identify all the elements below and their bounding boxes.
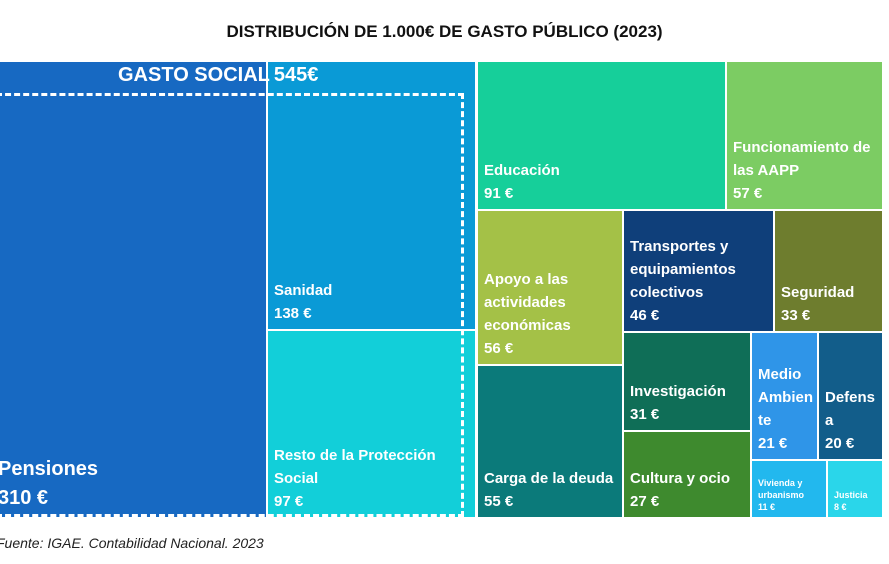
value-label: 33 € xyxy=(781,307,811,324)
category-label: Apoyo a las actividades económicas xyxy=(484,271,571,334)
value-label: 46 € xyxy=(630,307,660,324)
tile: Investigación 31 € xyxy=(624,333,750,430)
tile-label: Justicia 8 € xyxy=(834,489,876,513)
tile: Pensiones 310 € xyxy=(0,62,266,517)
tile-label: Vivienda y urbanismo 11 € xyxy=(758,477,822,513)
category-label: Investigación xyxy=(630,383,726,400)
tile: Carga de la deuda 55 € xyxy=(478,366,622,517)
tile: Seguridad 33 € xyxy=(775,211,882,331)
category-label: Carga de la deuda xyxy=(484,470,614,487)
tile: Vivienda y urbanismo 11 € xyxy=(752,461,826,517)
value-label: 138 € xyxy=(274,305,312,322)
tile: Defensa 20 € xyxy=(819,333,882,459)
category-label: Transportes y equipamientos colectivos xyxy=(630,238,736,301)
tile: Transportes y equipamientos colectivos 46… xyxy=(624,211,773,331)
group-outline xyxy=(0,93,464,517)
tile: Cultura y ocio 27 € xyxy=(624,432,750,517)
tile: Sanidad 138 € xyxy=(268,62,475,329)
tile-label: Funcionamiento de las AAPP 57 € xyxy=(733,136,878,205)
value-label: 27 € xyxy=(630,493,660,510)
tile-label: Pensiones 310 € xyxy=(0,455,262,513)
tile-label: Apoyo a las actividades económicas 56 € xyxy=(484,268,618,360)
value-label: 11 € xyxy=(758,502,776,512)
tile-label: Medio Ambiente 21 € xyxy=(758,363,813,455)
group-name: GASTO SOCIAL xyxy=(118,64,270,86)
tile-label: Cultura y ocio 27 € xyxy=(630,467,746,513)
value-label: 57 € xyxy=(733,185,763,202)
category-label: Justicia xyxy=(834,490,868,500)
category-label: Resto de la Protección Social xyxy=(274,447,436,487)
tile-label: Sanidad 138 € xyxy=(274,279,471,325)
tile-label: Transportes y equipamientos colectivos 46… xyxy=(630,235,769,327)
value-label: 310 € xyxy=(0,487,49,509)
tile: Medio Ambiente 21 € xyxy=(752,333,817,459)
tile: Resto de la Protección Social 97 € xyxy=(268,331,475,517)
tile-label: Investigación 31 € xyxy=(630,380,746,426)
tile-label: Resto de la Protección Social 97 € xyxy=(274,444,471,513)
category-label: Educación xyxy=(484,162,560,179)
category-label: Defensa xyxy=(825,389,876,429)
category-label: Pensiones xyxy=(0,458,99,480)
tile: Apoyo a las actividades económicas 56 € xyxy=(478,211,622,364)
category-label: Sanidad xyxy=(274,282,333,299)
category-label: Seguridad xyxy=(781,284,855,301)
tile: Justicia 8 € xyxy=(828,461,882,517)
value-label: 21 € xyxy=(758,435,788,452)
category-label: Funcionamiento de las AAPP xyxy=(733,139,871,179)
value-label: 31 € xyxy=(630,406,660,423)
value-label: 91 € xyxy=(484,185,514,202)
tile-label: Educación 91 € xyxy=(484,159,721,205)
value-label: 20 € xyxy=(825,435,855,452)
category-label: Vivienda y urbanismo xyxy=(758,478,805,500)
tile-label: Defensa 20 € xyxy=(825,386,878,455)
chart-title: DISTRIBUCIÓN DE 1.000€ DE GASTO PÚBLICO … xyxy=(226,22,663,41)
value-label: 55 € xyxy=(484,493,514,510)
tile: Educación 91 € xyxy=(478,62,725,209)
tile-label: Carga de la deuda 55 € xyxy=(484,467,618,513)
tile-label: Seguridad 33 € xyxy=(781,281,878,327)
category-label: Cultura y ocio xyxy=(630,470,731,487)
value-label: 8 € xyxy=(834,502,847,512)
tile: Funcionamiento de las AAPP 57 € xyxy=(727,62,882,209)
group-value: 545€ xyxy=(273,64,319,86)
group-label: GASTO SOCIAL 545€ xyxy=(118,64,318,87)
source: Fuente: IGAE. Contabilidad Nacional. 202… xyxy=(0,535,264,551)
category-label: Medio Ambiente xyxy=(758,366,814,429)
value-label: 97 € xyxy=(274,493,304,510)
value-label: 56 € xyxy=(484,340,514,357)
